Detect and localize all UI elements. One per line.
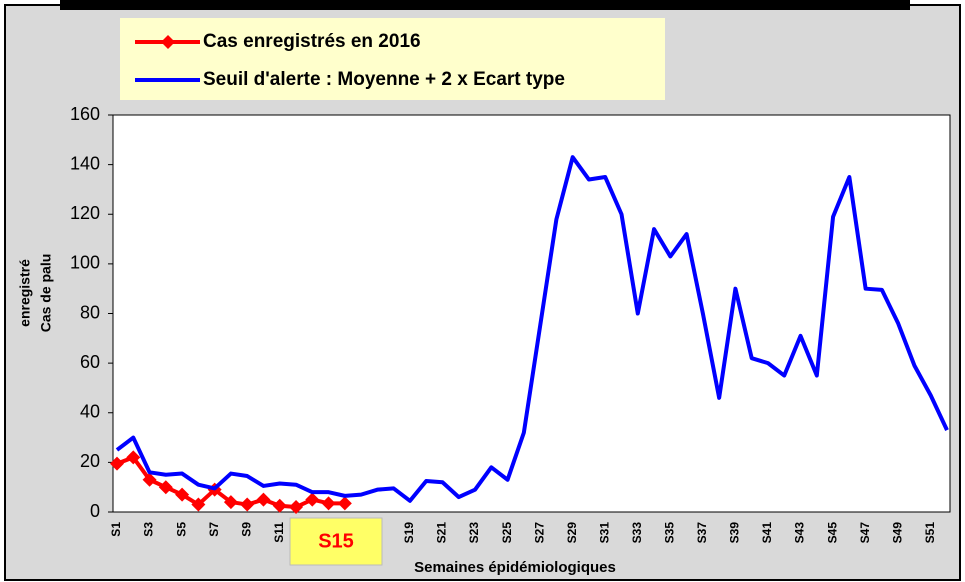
x-tick-label-group: S31 — [597, 522, 611, 544]
marker — [175, 487, 190, 502]
x-tick-label-group: S3 — [142, 522, 156, 537]
x-tick-label: S49 — [890, 522, 904, 544]
legend-label: Seuil d'alerte : Moyenne + 2 x Ecart typ… — [203, 69, 565, 90]
marker — [191, 497, 206, 512]
x-tick-label-group: S7 — [207, 522, 221, 537]
marker — [240, 497, 255, 512]
x-tick-label-group: S51 — [923, 522, 937, 544]
marker — [321, 496, 336, 511]
annotation-box — [289, 517, 383, 566]
x-tick-label-group: S9 — [239, 522, 253, 537]
x-tick-label-group: S35 — [663, 522, 677, 544]
y-tick-label: 60 — [80, 352, 100, 372]
x-tick-label: S45 — [825, 522, 839, 544]
legend-label: Cas enregistrés en 2016 — [203, 31, 421, 52]
legend — [120, 18, 665, 100]
x-tick-label-group: S37 — [695, 522, 709, 544]
x-tick-label: S43 — [793, 522, 807, 544]
x-axis-label: Semaines épidémiologiques — [414, 559, 616, 576]
series-line — [115, 155, 949, 503]
x-tick-label-group: S45 — [825, 522, 839, 544]
y-axis-label: Cas de palu enregistré — [17, 254, 54, 333]
x-tick-label-group: S43 — [793, 522, 807, 544]
y-tick-label: 20 — [80, 451, 100, 471]
x-tick-label: S33 — [630, 522, 644, 544]
x-tick-label-group: S41 — [760, 522, 774, 544]
x-tick-label: S51 — [923, 522, 937, 544]
y-tick-label: 40 — [80, 402, 100, 422]
marker — [126, 450, 141, 465]
x-tick-label: S29 — [565, 522, 579, 544]
x-tick-label-group: S25 — [500, 522, 514, 544]
x-tick-label: S9 — [239, 522, 253, 537]
y-tick-label: 80 — [80, 302, 100, 322]
marker — [272, 498, 287, 513]
x-tick-label-group: S47 — [858, 522, 872, 544]
x-tick-label-group: S39 — [728, 522, 742, 544]
x-tick-label-group: S27 — [532, 522, 546, 544]
marker — [337, 496, 352, 511]
x-tick-label-group: S23 — [467, 522, 481, 544]
y-tick-label: 140 — [70, 153, 100, 173]
x-tick-label-group: S29 — [565, 522, 579, 544]
x-tick-label: S7 — [207, 522, 221, 537]
y-axis-label-line: Cas de palu — [38, 254, 54, 333]
x-tick-label-group: S33 — [630, 522, 644, 544]
marker — [256, 492, 271, 507]
plot-area — [112, 114, 951, 513]
y-tick-label: 160 — [70, 104, 100, 124]
x-tick-label: S3 — [142, 522, 156, 537]
y-tick-label: 0 — [90, 501, 100, 521]
x-tick-label: S5 — [174, 522, 188, 537]
x-tick-label: S25 — [500, 522, 514, 544]
x-tick-label: S23 — [467, 522, 481, 544]
x-tick-label: S21 — [435, 522, 449, 544]
marker — [289, 500, 304, 515]
marker — [158, 480, 173, 495]
x-tick-label: S39 — [728, 522, 742, 544]
y-axis-label-line: enregistré — [17, 259, 33, 327]
y-tick-label: 100 — [70, 253, 100, 273]
top-bar — [60, 0, 910, 10]
y-tick-label: 120 — [70, 203, 100, 223]
marker — [110, 456, 124, 471]
x-tick-label: S35 — [663, 522, 677, 544]
x-tick-label: S19 — [402, 522, 416, 544]
x-tick-label: S47 — [858, 522, 872, 544]
x-tick-label-group: S1 — [109, 522, 123, 537]
x-tick-label: S41 — [760, 522, 774, 544]
x-tick-label: S11 — [272, 522, 286, 543]
marker — [223, 495, 238, 510]
marker — [142, 472, 157, 487]
x-tick-label: S31 — [597, 522, 611, 544]
x-tick-label-group: S19 — [402, 522, 416, 544]
legend-marker — [161, 35, 175, 49]
x-tick-label: S27 — [532, 522, 546, 544]
x-tick-label-group: S49 — [890, 522, 904, 544]
marker — [305, 492, 320, 507]
x-tick-label-group: S5 — [174, 522, 188, 537]
x-tick-label-group: S11 — [272, 522, 286, 543]
x-tick-label: S37 — [695, 522, 709, 544]
x-tick-label: S1 — [109, 522, 123, 537]
annotation: S15 — [318, 530, 354, 552]
x-tick-label-group: S21 — [435, 522, 449, 544]
